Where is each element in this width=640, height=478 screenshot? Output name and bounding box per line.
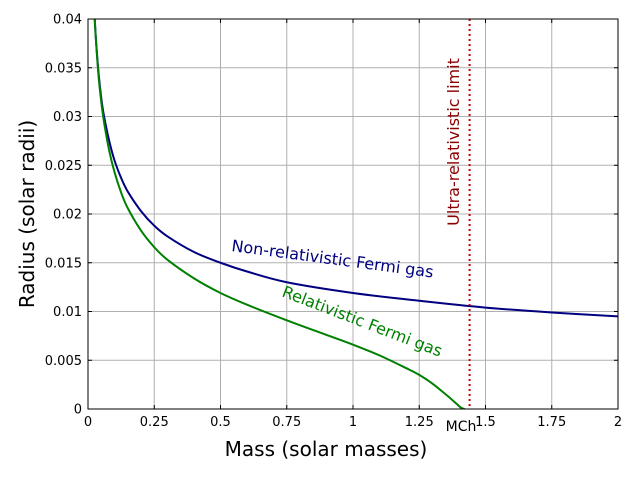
y-tick-label: 0.02 (53, 208, 82, 223)
y-axis-title: Radius (solar radii) (15, 120, 39, 308)
y-tick-label: 0 (74, 403, 82, 418)
y-tick-label: 0.03 (53, 110, 82, 125)
tick-labels: 0 0.25 0.5 0.75 1 1.25 1.5 1.75 2 0 0.005 0.01 0.015… (45, 13, 622, 431)
x-axis-title: Mass (solar masses) (225, 437, 428, 461)
y-tick-label: 0.025 (45, 159, 82, 174)
x-tick-label: 2 (614, 415, 622, 430)
x-tick-label: 1.25 (405, 415, 434, 430)
x-tick-label: 1.75 (537, 415, 566, 430)
x-tick-label: 0 (84, 415, 92, 430)
y-tick-label: 0.035 (45, 61, 82, 76)
y-tick-label: 0.01 (53, 305, 82, 320)
x-tick-label: 0.5 (210, 415, 231, 430)
series-layer (93, 19, 618, 409)
tick-marks (87, 18, 619, 410)
y-tick-label: 0.015 (45, 256, 82, 271)
relativistic-curve (93, 19, 466, 409)
x-tick-label: 0.75 (272, 415, 301, 430)
x-tick-label: 0.25 (140, 415, 169, 430)
x-tick-label: 1.5 (475, 415, 496, 430)
ultra-relativistic-limit-label: Ultra-relativistic limit (444, 58, 463, 226)
y-tick-label: 0.04 (53, 13, 82, 28)
chandrasekhar-mass-label: MCh (446, 419, 477, 435)
y-tick-label: 0.005 (45, 354, 82, 369)
x-tick-label: 1 (349, 415, 357, 430)
